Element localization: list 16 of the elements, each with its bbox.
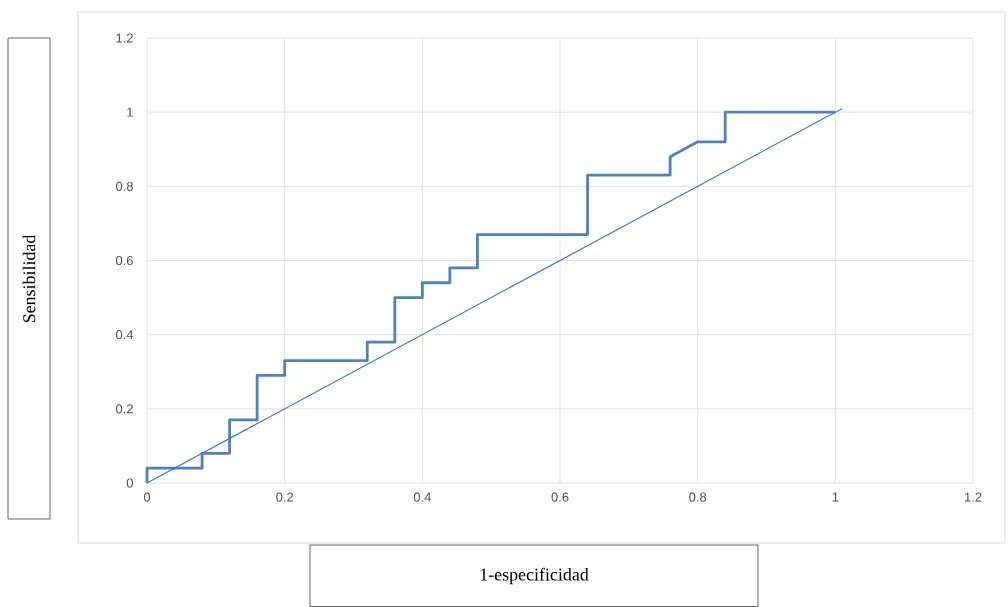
y-tick-label: 0.2 (115, 404, 133, 414)
x-tick-label: 0.8 (689, 492, 707, 502)
y-axis-title: Sensibilidad (22, 234, 36, 323)
y-tick-label: 1.2 (116, 33, 133, 43)
x-tick-label: 0.6 (551, 492, 569, 502)
x-tick-label: 0.2 (276, 492, 294, 502)
y-tick-label: 0.8 (115, 181, 133, 191)
y-tick-label: 0.4 (115, 330, 134, 340)
y-tick-label: 0.6 (115, 255, 133, 266)
y-tick-label: 0 (126, 478, 133, 488)
x-tick-label: 0 (143, 492, 151, 502)
x-tick-label: 0.4 (413, 492, 431, 502)
y-tick-label: 1 (127, 107, 133, 117)
x-tick-label: 1.2 (964, 492, 982, 502)
x-axis-title: 1-especificidad (480, 567, 589, 585)
x-tick-label: 1 (832, 492, 839, 502)
